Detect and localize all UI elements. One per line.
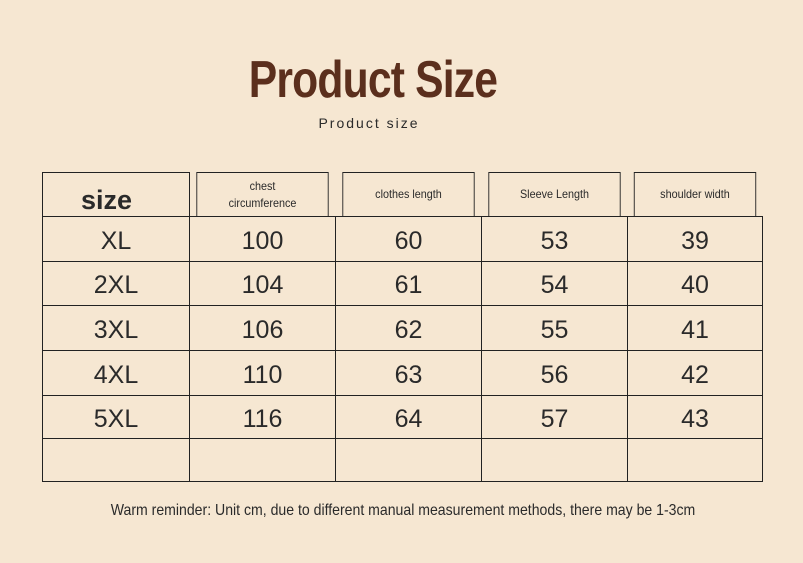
cell-text: 54	[540, 271, 569, 299]
header-cell: clothes length	[342, 172, 475, 217]
table-cell: 54	[481, 261, 628, 306]
empty-cell	[189, 438, 336, 482]
table-cell: 3XL	[42, 305, 190, 351]
title: Product Size	[248, 51, 498, 109]
table-cell: 41	[627, 305, 763, 351]
table-cell: 43	[627, 395, 763, 439]
cell-text: 43	[681, 404, 709, 433]
cell-text: 5XL	[93, 404, 139, 433]
table-cell: 56	[481, 350, 628, 396]
cell-text: XL	[100, 226, 132, 255]
cell-text: clothes length	[375, 187, 442, 201]
cell-text: 63	[394, 360, 423, 389]
table-cell: 4XL	[42, 350, 190, 396]
empty-cell	[627, 438, 763, 482]
cell-text: 55	[540, 315, 569, 344]
cell-text: 64	[394, 404, 423, 433]
cell-text: size	[81, 185, 133, 215]
header-cell: size	[42, 172, 190, 217]
cell-text: 57	[540, 404, 569, 433]
table-cell: 61	[335, 261, 482, 306]
cell-text: 56	[540, 360, 569, 389]
table-cell: 60	[335, 216, 482, 262]
subtitle: Product size	[318, 115, 420, 131]
table-cell: 42	[627, 350, 763, 396]
table-cell: 2XL	[42, 261, 190, 306]
footer-note: Warm reminder: Unit cm, due to different…	[110, 502, 696, 519]
table-cell: 63	[335, 350, 482, 396]
table-cell: 55	[481, 305, 628, 351]
table-cell: 62	[335, 305, 482, 351]
empty-cell	[42, 438, 190, 482]
cell-text: 110	[242, 360, 283, 389]
cell-text: chest circumference	[228, 178, 297, 210]
table-cell: 39	[627, 216, 763, 262]
cell-text: 116	[242, 404, 283, 433]
header-cell: shoulder width	[633, 172, 757, 217]
table-cell: XL	[42, 216, 190, 262]
cell-text: Sleeve Length	[519, 187, 590, 201]
cell-text: 39	[681, 226, 709, 255]
table-cell: 5XL	[42, 395, 190, 439]
cell-text: 106	[241, 315, 284, 344]
cell-text: 42	[681, 360, 709, 389]
table-cell: 116	[189, 395, 336, 439]
cell-text: 4XL	[93, 360, 139, 389]
table-cell: 64	[335, 395, 482, 439]
table-cell: 100	[189, 216, 336, 262]
empty-cell	[335, 438, 482, 482]
cell-text: 60	[394, 226, 423, 255]
table-cell: 40	[627, 261, 763, 306]
cell-text: 3XL	[93, 315, 139, 344]
cell-text: 41	[681, 315, 709, 344]
cell-text: 104	[241, 271, 284, 299]
header-cell: Sleeve Length	[488, 172, 621, 217]
cell-text: 62	[394, 315, 423, 344]
table-cell: 104	[189, 261, 336, 306]
cell-text: 53	[540, 226, 569, 255]
cell-text: 100	[241, 226, 284, 255]
table-cell: 53	[481, 216, 628, 262]
cell-text: 61	[394, 271, 423, 299]
header-cell: chest circumference	[196, 172, 329, 217]
cell-text: shoulder width	[660, 187, 730, 201]
empty-cell	[481, 438, 628, 482]
cell-text: 2XL	[93, 271, 139, 299]
table-cell: 110	[189, 350, 336, 396]
table-cell: 106	[189, 305, 336, 351]
table-cell: 57	[481, 395, 628, 439]
cell-text: 40	[681, 271, 709, 299]
